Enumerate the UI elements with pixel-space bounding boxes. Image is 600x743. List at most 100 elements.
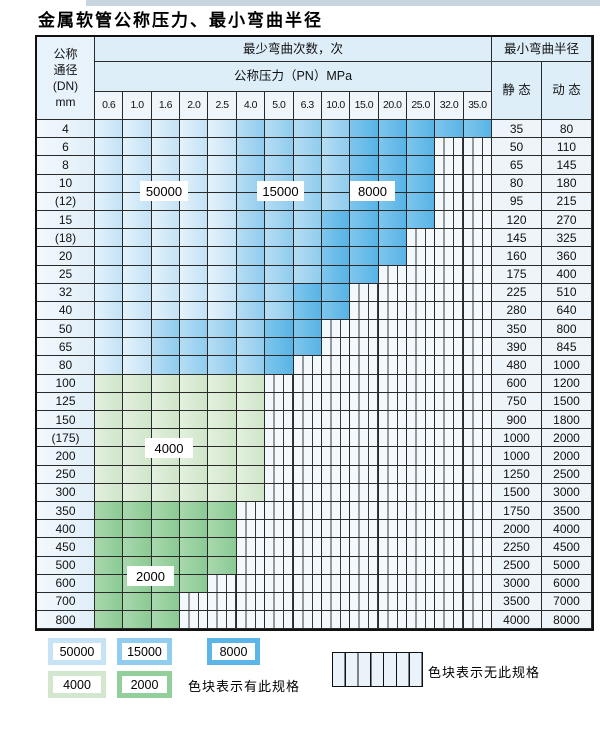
- no-spec-cell: [406, 429, 436, 448]
- spec-cell: [151, 483, 181, 502]
- dn-cell: 20: [37, 247, 95, 266]
- no-spec-cell: [463, 392, 492, 411]
- spec-cell: [123, 356, 152, 375]
- spec-cell: [95, 338, 124, 357]
- spec-cell: [180, 338, 209, 357]
- static-radius-cell: 280: [492, 301, 542, 321]
- no-spec-cell: [406, 592, 436, 612]
- no-spec-cell: [321, 592, 351, 612]
- dn-column-header: 公称 通径 (DN) mm: [37, 37, 95, 120]
- spec-cell: [95, 429, 124, 448]
- dn-cell: 100: [37, 374, 95, 393]
- spec-cell: [236, 156, 266, 175]
- spec-cell: [293, 156, 322, 175]
- spec-cell: [151, 210, 181, 230]
- spec-cell: [350, 265, 379, 284]
- no-spec-cell: [435, 338, 464, 357]
- spec-cell: [236, 320, 266, 339]
- no-spec-cell: [350, 447, 379, 466]
- spec-cell: [208, 520, 237, 539]
- spec-cell: [236, 265, 266, 284]
- no-spec-cell: [435, 556, 464, 575]
- dynamic-radius-cell: 2000: [542, 429, 592, 448]
- no-spec-cell: [180, 592, 209, 612]
- no-spec-cell: [293, 429, 322, 448]
- no-spec-cell: [236, 556, 266, 575]
- spec-cell: [293, 320, 322, 339]
- dynamic-radius-cell: 215: [542, 192, 592, 211]
- scan-edge-artifact: [86, 0, 600, 6]
- spec-cell: [321, 138, 351, 157]
- spec-cell: [208, 538, 237, 557]
- no-spec-cell: [293, 501, 322, 521]
- spec-cell: [95, 501, 124, 521]
- spec-cell: [208, 465, 237, 484]
- no-spec-cell: [321, 429, 351, 448]
- spec-cell: [208, 447, 237, 466]
- spec-cell: [293, 120, 322, 139]
- spec-cell: [95, 520, 124, 539]
- spec-cell: [378, 138, 407, 157]
- spec-cell: [208, 192, 237, 211]
- static-radius-cell: 600: [492, 374, 542, 393]
- spec-cell: [123, 247, 152, 266]
- legend-swatch-8000: 8000: [207, 638, 260, 665]
- no-spec-cell: [435, 138, 464, 157]
- no-spec-cell: [321, 411, 351, 430]
- spec-table: 公称 通径 (DN) mm 最少弯曲次数，次 最小弯曲半径 公称压力（PN）MPa 静 态动 …: [35, 35, 594, 632]
- spec-cell: [151, 265, 181, 284]
- spec-cell: [95, 392, 124, 411]
- no-spec-cell: [378, 465, 407, 484]
- spec-cell: [123, 138, 152, 157]
- static-radius-cell: 1000: [492, 447, 542, 466]
- spec-cell: [151, 120, 181, 139]
- no-spec-cell: [463, 356, 492, 375]
- dn-cell: 350: [37, 501, 95, 521]
- spec-cell: [123, 301, 152, 321]
- static-radius-cell: 900: [492, 411, 542, 430]
- pressure-tick: 32.0: [435, 92, 464, 120]
- no-spec-cell: [435, 265, 464, 284]
- spec-cell: [208, 301, 237, 321]
- no-spec-cell: [406, 283, 436, 302]
- no-spec-cell: [406, 611, 436, 630]
- no-spec-cell: [321, 465, 351, 484]
- spec-cell: [378, 229, 407, 248]
- no-spec-cell: [378, 556, 407, 575]
- spec-cell: [378, 210, 407, 230]
- no-spec-cell: [265, 447, 294, 466]
- no-spec-cell: [293, 392, 322, 411]
- bend-cycles-zone-label: 4000: [145, 438, 193, 458]
- no-spec-cell: [236, 592, 266, 612]
- no-spec-cell: [378, 574, 407, 593]
- no-spec-cell: [463, 501, 492, 521]
- spec-table-wrap: 公称 通径 (DN) mm 最少弯曲次数，次 最小弯曲半径 公称压力（PN）MPa 静 态动 …: [35, 35, 594, 634]
- no-spec-cell: [378, 592, 407, 612]
- spec-cell: [95, 483, 124, 502]
- no-spec-cell: [435, 156, 464, 175]
- static-radius-cell: 3000: [492, 574, 542, 593]
- spec-cell: [123, 465, 152, 484]
- static-radius-cell: 1750: [492, 501, 542, 521]
- no-spec-cell: [350, 574, 379, 593]
- spec-cell: [236, 465, 266, 484]
- no-spec-cell: [265, 538, 294, 557]
- no-spec-cell: [293, 520, 322, 539]
- no-spec-cell: [265, 611, 294, 630]
- spec-cell: [180, 320, 209, 339]
- no-spec-cell: [321, 483, 351, 502]
- no-spec-cell: [293, 611, 322, 630]
- spec-cell: [180, 229, 209, 248]
- static-radius-cell: 80: [492, 174, 542, 193]
- no-spec-cell: [265, 501, 294, 521]
- no-spec-cell: [378, 538, 407, 557]
- spec-cell: [151, 356, 181, 375]
- spec-cell: [236, 429, 266, 448]
- spec-cell: [406, 192, 436, 211]
- no-spec-cell: [350, 465, 379, 484]
- spec-cell: [151, 247, 181, 266]
- pressure-tick: 25.0: [406, 92, 436, 120]
- spec-cell: [208, 229, 237, 248]
- dynamic-radius-cell: 510: [542, 283, 592, 302]
- no-spec-cell: [435, 192, 464, 211]
